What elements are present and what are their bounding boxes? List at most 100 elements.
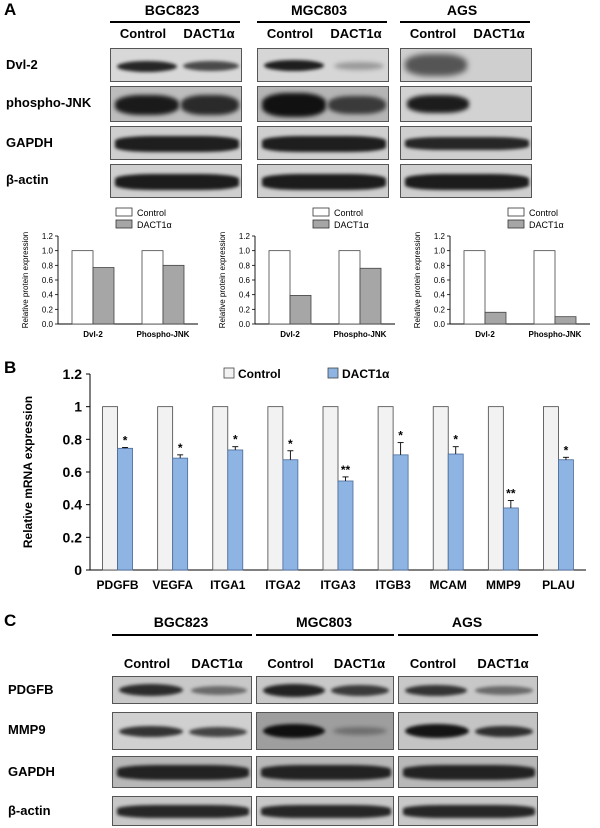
y-tick-label: 0.0 xyxy=(239,320,251,329)
blot-strip xyxy=(398,712,538,750)
blot-strip xyxy=(400,48,532,82)
y-tick-label: 0.8 xyxy=(434,261,446,270)
bar xyxy=(393,455,408,570)
bar xyxy=(93,268,114,324)
legend-swatch xyxy=(313,208,329,216)
bar xyxy=(228,450,243,570)
blot-strip xyxy=(400,164,532,198)
condition-label: Control xyxy=(110,26,176,41)
x-tick-label: Phospho-JNK xyxy=(529,330,582,339)
bar xyxy=(448,454,463,570)
x-tick-label: PDGFB xyxy=(97,578,139,592)
cell-line-label: MGC803 xyxy=(256,614,392,630)
bar xyxy=(558,460,573,570)
bar xyxy=(323,407,338,570)
y-tick-label: 1.0 xyxy=(42,247,54,256)
y-tick-label: 1.2 xyxy=(434,232,446,241)
blot-row-label: Dvl-2 xyxy=(6,57,38,72)
blot-strip xyxy=(398,796,538,826)
panel-label-b: B xyxy=(4,358,16,378)
x-tick-label: Phospho-JNK xyxy=(137,330,190,339)
x-tick-label: Phospho-JNK xyxy=(334,330,387,339)
y-tick-label: 1.2 xyxy=(239,232,251,241)
legend-label: DACT1α xyxy=(334,220,369,230)
cell-line-underline xyxy=(112,634,252,636)
bar xyxy=(433,407,448,570)
cell-line-underline xyxy=(110,21,240,23)
condition-label: Control xyxy=(257,26,323,41)
bar xyxy=(213,407,228,570)
significance-label: ** xyxy=(506,487,516,501)
blot-strip xyxy=(400,86,532,122)
y-tick-label: 0.6 xyxy=(434,276,446,285)
blot-strip xyxy=(257,48,389,82)
y-tick-label: 1.2 xyxy=(42,232,54,241)
blot-strip xyxy=(256,712,394,750)
significance-label: * xyxy=(564,443,569,457)
blot-strip xyxy=(110,86,242,122)
y-tick-label: 0.2 xyxy=(63,529,83,545)
blot-row-label: PDGFB xyxy=(8,682,54,697)
y-tick-label: 0 xyxy=(74,562,82,578)
cell-line-label: AGS xyxy=(400,2,524,18)
y-tick-label: 1 xyxy=(74,399,82,415)
condition-label: DACT1α xyxy=(468,656,538,671)
legend-swatch xyxy=(508,208,524,216)
y-tick-label: 0.6 xyxy=(42,276,54,285)
bar xyxy=(378,407,393,570)
significance-label: * xyxy=(123,434,128,448)
blot-strip xyxy=(257,86,389,122)
bar xyxy=(72,251,93,324)
bar xyxy=(503,508,518,570)
y-axis-label: Relative mRNA expression xyxy=(21,396,35,548)
y-tick-label: 0.4 xyxy=(42,291,54,300)
blot-row-label: β-actin xyxy=(6,172,49,187)
significance-label: * xyxy=(288,437,293,451)
protein-expression-chart-ags: Control DACT1α Relative protein expression… xyxy=(410,206,600,354)
blot-strip xyxy=(398,676,538,704)
y-tick-label: 1.0 xyxy=(434,247,446,256)
bar xyxy=(173,458,188,570)
blot-strip xyxy=(256,796,394,826)
cell-line-label: BGC823 xyxy=(110,2,234,18)
x-tick-label: Dvl-2 xyxy=(280,330,300,339)
y-tick-label: 0.2 xyxy=(42,305,54,314)
blot-strip xyxy=(110,126,242,160)
y-tick-label: 0.8 xyxy=(63,431,83,447)
blot-row-label: phospho-JNK xyxy=(6,95,91,110)
bar xyxy=(103,407,118,570)
x-tick-label: VEGFA xyxy=(152,578,193,592)
bar xyxy=(142,251,163,324)
legend-swatch xyxy=(328,368,338,378)
condition-label: Control xyxy=(400,26,466,41)
y-tick-label: 0.6 xyxy=(239,276,251,285)
bar xyxy=(360,268,381,324)
bar xyxy=(269,251,290,324)
legend-swatch xyxy=(116,220,132,228)
blot-strip xyxy=(400,126,532,160)
significance-label: ** xyxy=(341,463,351,477)
bar xyxy=(290,295,311,324)
x-tick-label: Dvl-2 xyxy=(83,330,103,339)
bar xyxy=(283,460,298,570)
significance-label: * xyxy=(233,433,238,447)
legend-label: DACT1α xyxy=(137,220,172,230)
blot-strip xyxy=(110,164,242,198)
blot-strip xyxy=(112,676,252,704)
blot-strip xyxy=(257,164,389,198)
bar xyxy=(488,407,503,570)
x-tick-label: MMP9 xyxy=(486,578,521,592)
legend-swatch xyxy=(116,208,132,216)
panel-label-c: C xyxy=(4,611,16,631)
blot-strip xyxy=(257,126,389,160)
y-tick-label: 0.6 xyxy=(63,464,83,480)
y-tick-label: 1.0 xyxy=(239,247,251,256)
bar xyxy=(464,251,485,324)
legend-label: Control xyxy=(334,208,363,218)
cell-line-underline xyxy=(400,21,530,23)
condition-label: Control xyxy=(112,656,182,671)
y-tick-label: 1.2 xyxy=(63,366,83,382)
y-tick-label: 0.0 xyxy=(42,320,54,329)
x-tick-label: Dvl-2 xyxy=(475,330,495,339)
blot-row-label: β-actin xyxy=(8,803,51,818)
